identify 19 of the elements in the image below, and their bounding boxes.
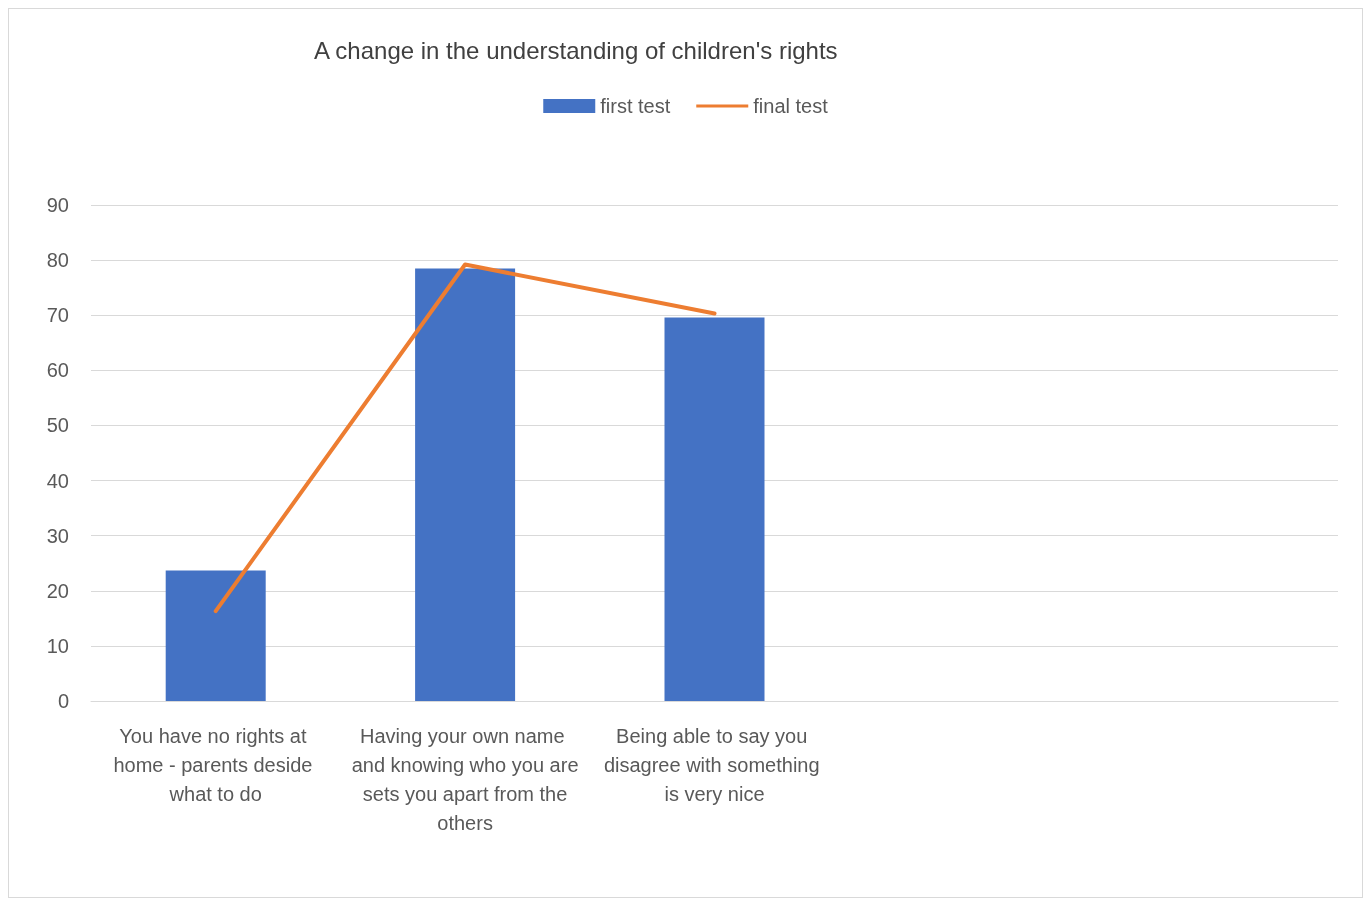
legend-label: final test [753, 95, 829, 117]
chart-title: A change in the understanding of children's rights [314, 36, 838, 64]
y-tick-label: 70 [46, 304, 69, 327]
bar [415, 268, 516, 701]
y-tick-label: 50 [46, 414, 69, 437]
x-tick-label: Being able to say you disagree with something is very nice [603, 724, 826, 805]
y-tick-label: 0 [57, 690, 69, 712]
y-tick-label: 30 [46, 524, 69, 547]
bar [664, 317, 765, 701]
y-tick-label: 60 [46, 359, 69, 382]
y-tick-label: 40 [46, 469, 69, 492]
y-tick-label: 10 [46, 634, 69, 657]
legend-label: first test [600, 95, 671, 117]
x-tick-label: Having your own name and knowing who you are sets you apart from the others [351, 724, 579, 834]
y-tick-label: 80 [46, 249, 69, 272]
y-tick-label: 90 [46, 194, 69, 216]
bar [165, 570, 266, 701]
y-tick-label: 20 [46, 579, 69, 602]
x-tick-label: You have no rights at home - parents deside what to do [113, 724, 318, 805]
